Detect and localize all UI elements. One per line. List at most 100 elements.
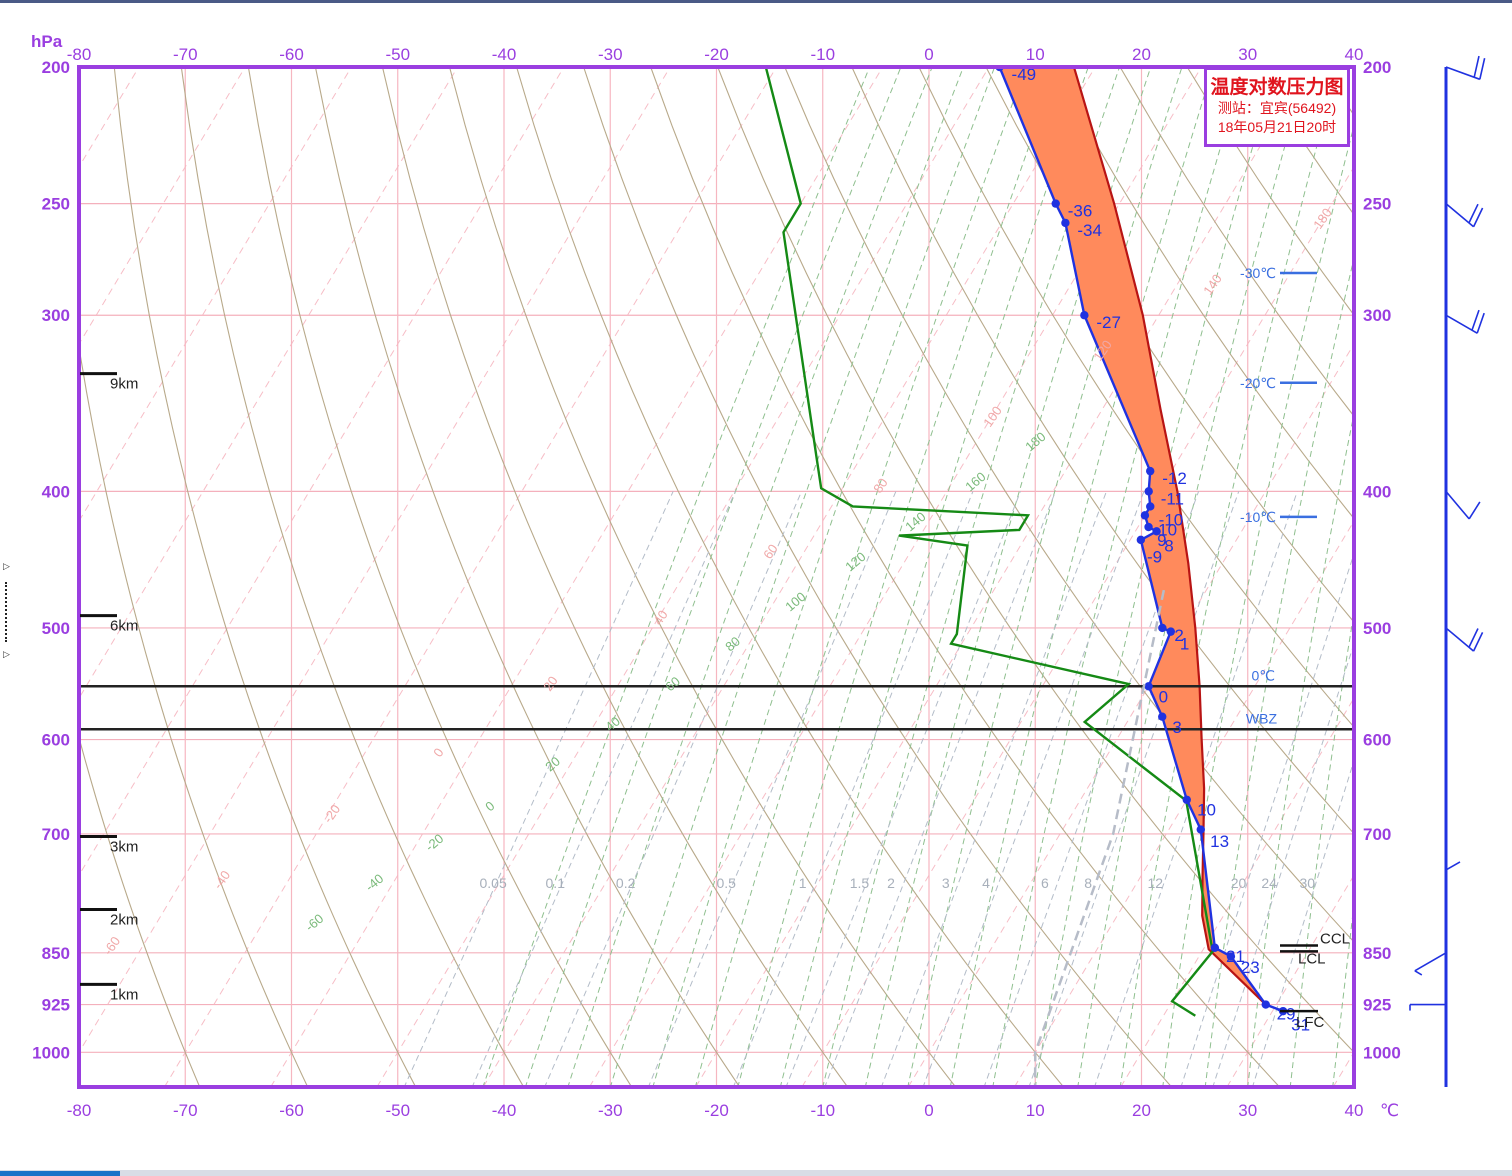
mixing-ratio-line (1028, 491, 1240, 1087)
station-info-box: 温度对数压力图 测站：宜宾(56492) 18年05月21日20时 (1204, 67, 1350, 147)
bottom-temperature-tick: 10 (1026, 1101, 1045, 1120)
right-pressure-tick: 700 (1363, 825, 1391, 844)
moist-adiabat-line (1119, 67, 1339, 1087)
left-pressure-tick: 500 (42, 619, 70, 638)
wind-profile (1409, 55, 1486, 1087)
mixing-ratio-label: 0.2 (616, 875, 636, 891)
isotherm-line (695, 67, 1309, 1087)
mixing-ratio-line (732, 491, 974, 1087)
isotherm-marker-label: -30℃ (1240, 265, 1276, 281)
temperature-value-label: 10 (1197, 801, 1216, 820)
moist-adiabat-line (1247, 411, 1354, 1087)
top-temperature-tick: 10 (1026, 45, 1045, 64)
moist-adiabat-line (567, 67, 933, 1087)
wind-barb-feather (1476, 312, 1485, 334)
isotherm-line (907, 342, 1354, 1087)
pressure-unit-label: hPa (31, 32, 63, 51)
wind-barb-feather (1473, 55, 1480, 78)
moist-adiabat-label: 160 (962, 469, 988, 494)
dry-adiabat-label: -60 (100, 934, 123, 958)
freezing-level-label: 0℃ (1251, 667, 1275, 683)
temperature-value-label: -27 (1096, 313, 1121, 332)
temperature-value-label: -10 (1159, 510, 1184, 529)
dry-adiabat-label: 40 (650, 607, 671, 627)
expand-arrow-icon: ▷ (3, 561, 10, 571)
wind-barb-feather (1468, 203, 1479, 224)
temperature-point (1261, 1000, 1270, 1009)
temperature-value-label: 9 (1157, 531, 1166, 550)
temperature-point (1158, 623, 1167, 633)
moist-adiabat-line (949, 67, 1214, 1087)
mixing-ratio-label: 6 (1041, 875, 1049, 891)
dry-adiabat-line (314, 67, 741, 1087)
dry-adiabat-line (113, 67, 417, 1087)
top-temperature-tick: -80 (67, 45, 92, 64)
mixing-ratio-line (1251, 758, 1354, 1087)
side-collapse-handle[interactable]: ▷ ▷ (3, 560, 11, 664)
dry-adiabat-label: 180 (1310, 205, 1335, 231)
dry-adiabat-line (1455, 67, 1512, 1088)
temperature-value-label: 29 (1277, 1005, 1296, 1024)
right-pressure-tick: 925 (1363, 996, 1391, 1015)
moist-adiabat-label: 120 (842, 549, 868, 574)
side-annotations: 9km 6km 3km 2km 1km CCL LCL LFC -30℃ -20℃ -10℃ 0℃ WB… (80, 265, 1350, 1031)
temperature-value-label: -11 (1161, 489, 1184, 508)
top-temperature-tick: -40 (492, 45, 517, 64)
moist-adiabat-label: 80 (722, 634, 743, 655)
temperature-point (1080, 311, 1089, 320)
isotherm-line (1332, 1051, 1354, 1087)
right-pressure-tick: 1000 (1363, 1043, 1401, 1062)
bottom-temperature-tick: 20 (1132, 1101, 1151, 1120)
height-marker-label: 6km (110, 618, 138, 635)
dry-adiabat-line (918, 67, 1354, 728)
moist-adiabat-label: 0 (482, 798, 497, 814)
dry-adiabat-label: 60 (760, 541, 781, 561)
dry-adiabat-line (1253, 67, 1354, 216)
left-pressure-tick: 200 (42, 58, 70, 77)
dry-adiabat-line (583, 67, 1173, 1087)
left-pressure-tick: 600 (42, 731, 70, 750)
height-marker-label: 1km (110, 986, 138, 1003)
bottom-temperature-tick: 40 (1345, 1101, 1364, 1120)
sounding-traces (79, 67, 1354, 1087)
isotherm-line (79, 67, 246, 345)
wind-barb-feather (1472, 632, 1484, 652)
dry-adiabat-line (247, 67, 633, 1087)
height-marker-label: 2km (110, 912, 138, 929)
mixing-ratio-line (880, 491, 1107, 1087)
temperature-point (1144, 487, 1153, 496)
dry-adiabat-label: -20 (320, 802, 343, 826)
temperature-point (1158, 712, 1167, 721)
dewpoint-curve (764, 67, 1214, 1017)
mixing-ratio-label: 12 (1147, 875, 1163, 891)
mixing-ratio-label: 2 (887, 875, 895, 891)
mixing-ratio-line (403, 491, 674, 1087)
wind-barb (1414, 952, 1447, 972)
mixing-ratio-line (647, 491, 897, 1087)
moist-adiabat-line (1077, 67, 1308, 1087)
temperature-point (1051, 199, 1060, 208)
temperature-unit-label: ℃ (1380, 1101, 1399, 1120)
moist-adiabat-line (694, 67, 1027, 1087)
bottom-temperature-tick: -10 (810, 1101, 835, 1120)
window-top-border (0, 0, 1512, 3)
wind-barb-feather (1468, 501, 1481, 520)
top-temperature-tick: -60 (279, 45, 304, 64)
station-label: 测站：宜宾(56492) (1217, 100, 1337, 116)
temperature-value-label: 23 (1241, 958, 1260, 977)
moist-adiabat-label: 140 (902, 509, 928, 534)
temperature-point (1140, 511, 1150, 520)
temperature-value-label: 21 (1226, 947, 1245, 966)
mixing-ratio-label: 4 (982, 875, 990, 891)
isotherm-line (79, 67, 565, 877)
temperature-value-label: 3 (1172, 718, 1181, 737)
dry-adiabat-label: -40 (210, 868, 233, 892)
top-temperature-tick: -30 (598, 45, 623, 64)
temperature-point (1061, 218, 1070, 228)
dry-adiabat-line (650, 67, 1281, 1087)
temperature-point (1136, 535, 1146, 545)
moist-adiabat-line (1204, 255, 1354, 1087)
moist-adiabat-label: 100 (782, 589, 808, 614)
isotherm-line (79, 67, 671, 1054)
left-pressure-tick: 850 (42, 944, 70, 963)
